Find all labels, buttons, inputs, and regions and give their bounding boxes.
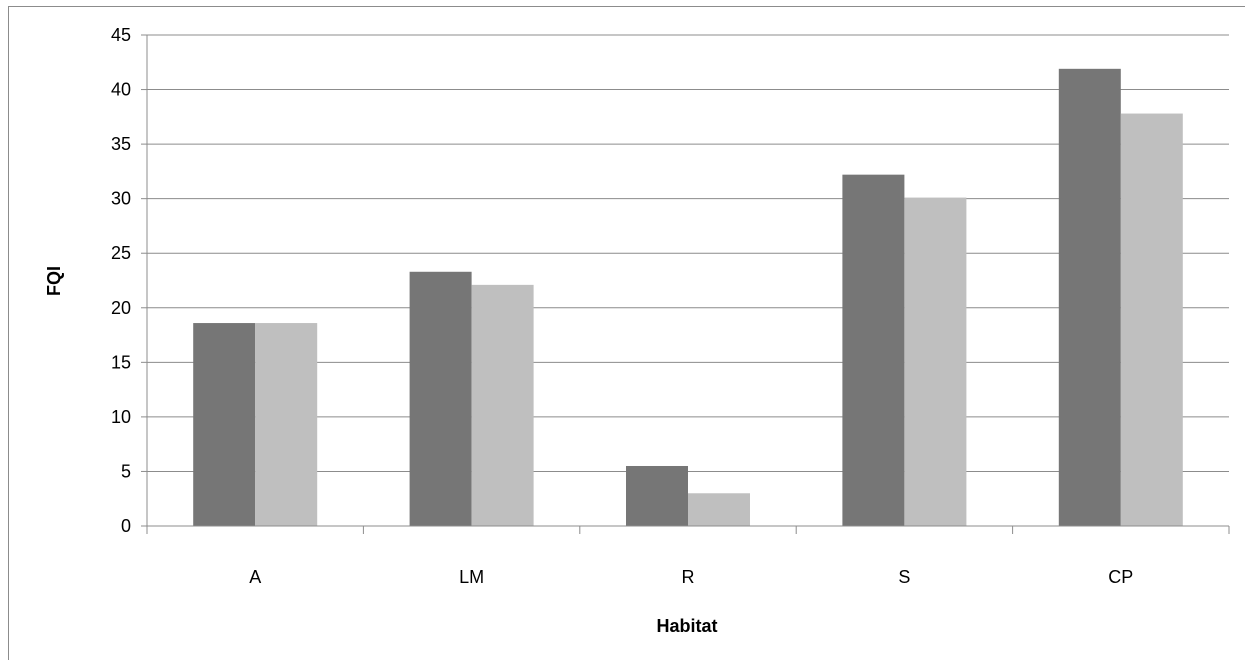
y-tick-label: 30 — [111, 189, 131, 209]
y-tick-label: 45 — [111, 25, 131, 45]
bar — [409, 271, 472, 526]
bar — [193, 323, 256, 526]
axes — [141, 34, 1230, 534]
bar — [471, 284, 534, 526]
bar — [255, 323, 318, 526]
x-tick-labels: A LM R S CP — [249, 567, 1133, 587]
x-tick-label: R — [682, 567, 695, 587]
bar — [1058, 68, 1121, 526]
bar — [1120, 113, 1183, 526]
bar — [688, 493, 750, 526]
y-tick-label: 10 — [111, 407, 131, 427]
bar — [626, 465, 688, 526]
y-tick-label: 5 — [121, 461, 131, 481]
y-tick-labels: 0 5 10 15 20 25 30 35 40 45 — [111, 25, 131, 536]
bars — [193, 68, 1183, 526]
y-tick-label: 35 — [111, 134, 131, 154]
gridlines — [147, 34, 1229, 472]
y-tick-label: 15 — [111, 352, 131, 372]
x-tick-label: S — [898, 567, 910, 587]
y-tick-label: 20 — [111, 298, 131, 318]
x-tick-label: LM — [459, 567, 484, 587]
y-axis-title: FQI — [44, 266, 64, 296]
bar — [904, 197, 967, 526]
y-tick-label: 25 — [111, 243, 131, 263]
bar — [842, 174, 905, 526]
y-tick-label: 0 — [121, 516, 131, 536]
y-tick-label: 40 — [111, 80, 131, 100]
x-tick-label: CP — [1108, 567, 1133, 587]
x-tick-label: A — [249, 567, 261, 587]
x-axis-title: Habitat — [656, 616, 717, 636]
